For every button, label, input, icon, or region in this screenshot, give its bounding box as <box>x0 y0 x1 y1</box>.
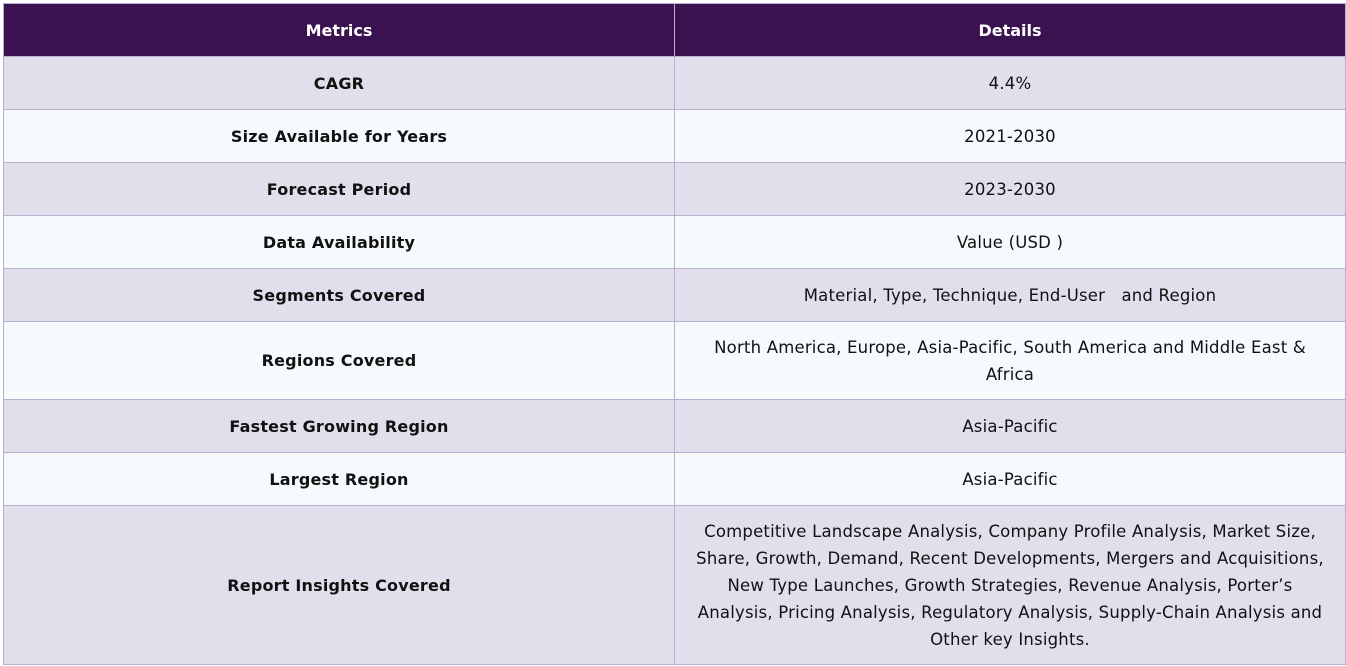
table-row-largest-region: Largest Region Asia-Pacific <box>3 452 1346 506</box>
metric-cell: Fastest Growing Region <box>3 399 675 453</box>
detail-cell: 2023-2030 <box>674 162 1346 216</box>
metric-cell: Segments Covered <box>3 268 675 322</box>
column-header-metrics: Metrics <box>3 3 675 57</box>
detail-cell: Asia-Pacific <box>674 399 1346 453</box>
metric-cell: CAGR <box>3 56 675 110</box>
table-row-report-insights: Report Insights Covered Competitive Land… <box>3 505 1346 665</box>
detail-cell: Competitive Landscape Analysis, Company … <box>674 505 1346 665</box>
metric-cell: Regions Covered <box>3 321 675 400</box>
report-metrics-table: Metrics Details CAGR 4.4% Size Available… <box>3 3 1346 665</box>
header-row: Metrics Details <box>3 3 1346 57</box>
detail-cell: 4.4% <box>674 56 1346 110</box>
detail-cell: Asia-Pacific <box>674 452 1346 506</box>
metric-cell: Largest Region <box>3 452 675 506</box>
table-row-regions: Regions Covered North America, Europe, A… <box>3 321 1346 400</box>
table-body: CAGR 4.4% Size Available for Years 2021-… <box>3 56 1346 665</box>
table-row-data-availability: Data Availability Value (USD ) <box>3 215 1346 269</box>
metric-cell: Forecast Period <box>3 162 675 216</box>
table-row-cagr: CAGR 4.4% <box>3 56 1346 110</box>
table-row-forecast-period: Forecast Period 2023-2030 <box>3 162 1346 216</box>
table-row-segments: Segments Covered Material, Type, Techniq… <box>3 268 1346 322</box>
metric-cell: Report Insights Covered <box>3 505 675 665</box>
detail-cell: Value (USD ) <box>674 215 1346 269</box>
detail-cell: North America, Europe, Asia-Pacific, Sou… <box>674 321 1346 400</box>
table-row-size-years: Size Available for Years 2021-2030 <box>3 109 1346 163</box>
detail-cell: 2021-2030 <box>674 109 1346 163</box>
metric-cell: Data Availability <box>3 215 675 269</box>
metric-cell: Size Available for Years <box>3 109 675 163</box>
table-row-fastest-region: Fastest Growing Region Asia-Pacific <box>3 399 1346 453</box>
column-header-details: Details <box>674 3 1346 57</box>
detail-cell: Material, Type, Technique, End-User and … <box>674 268 1346 322</box>
table-header: Metrics Details <box>3 3 1346 57</box>
